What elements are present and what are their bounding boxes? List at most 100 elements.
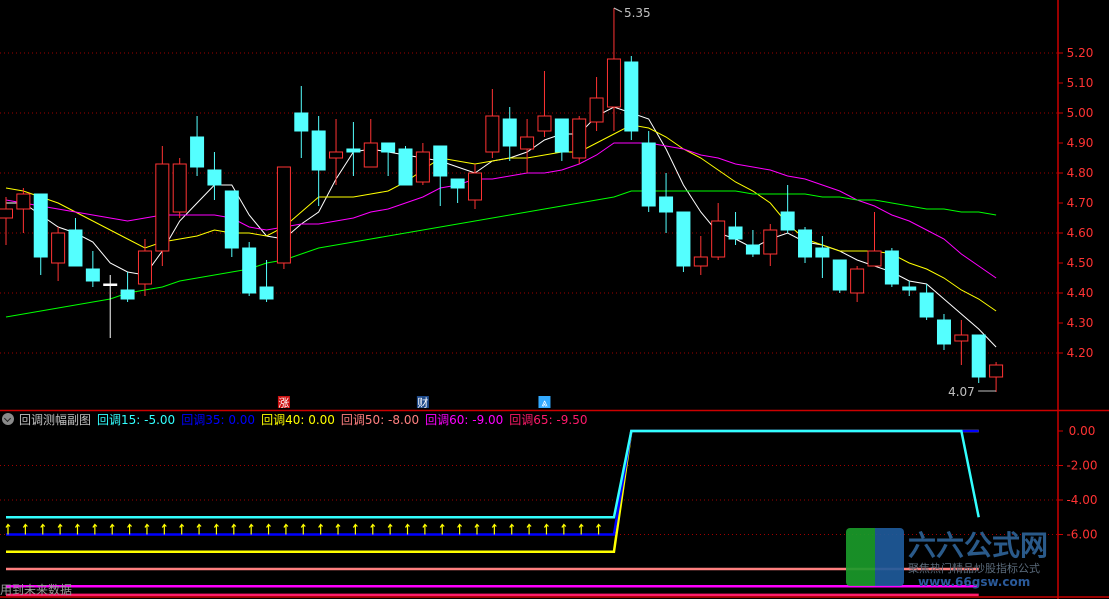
candle-body: [693, 256, 708, 267]
candle-body: [155, 163, 170, 252]
y-tick-label: 4.40: [1067, 286, 1094, 300]
candle-body: [433, 145, 448, 177]
up-arrow-marker-icon: [231, 523, 237, 535]
up-arrow-marker-icon: [300, 523, 306, 535]
up-arrow-marker-icon: [387, 523, 393, 535]
candle-body: [520, 136, 535, 150]
moving-average-line-3: [5, 190, 997, 318]
candle-body: [919, 292, 934, 318]
y-tick-label: 5.20: [1067, 46, 1094, 60]
candle-body: [884, 250, 899, 285]
candle-body: [936, 319, 951, 345]
candle-body: [745, 244, 760, 255]
up-arrow-marker-icon: [491, 523, 497, 535]
y-tick-label: 4.70: [1067, 196, 1094, 210]
candle-body: [971, 334, 986, 378]
candle-body: [815, 247, 830, 258]
logo-slogan: 聚焦热门精品炒股指标公式: [908, 562, 1040, 575]
up-arrow-marker-icon: [543, 523, 549, 535]
future-data-note: 用到未来数据: [0, 583, 73, 597]
sub-chart-header: 回调测幅副图 回调15: -5.00 回调35: 0.00 回调40: 0.00…: [0, 411, 593, 427]
candle-body: [902, 286, 917, 291]
candle-body: [311, 130, 326, 171]
candle-body: [85, 268, 100, 282]
candle-body: [33, 193, 48, 258]
moving-average-line-0: [6, 106, 997, 348]
up-arrow-marker-icon: [144, 523, 150, 535]
candle-body: [850, 268, 865, 294]
y-tick-label: 5.10: [1067, 76, 1094, 90]
candle-body: [676, 211, 691, 267]
y-tick-label: 4.60: [1067, 226, 1094, 240]
up-arrow-marker-icon: [509, 523, 515, 535]
up-arrow-marker-icon: [109, 523, 115, 535]
low-price-label: 4.07: [948, 385, 975, 399]
up-arrow-marker-icon: [561, 523, 567, 535]
candle-body: [659, 196, 674, 213]
up-arrow-marker-icon: [179, 523, 185, 535]
candle-body: [832, 259, 847, 291]
y-tick-label: 4.20: [1067, 346, 1094, 360]
signal-badge: [538, 396, 551, 408]
up-arrow-marker-icon: [474, 523, 480, 535]
candle-body: [537, 115, 552, 132]
up-arrow-marker-icon: [405, 523, 410, 535]
high-pointer: [613, 7, 623, 13]
up-arrow-marker-icon: [318, 523, 324, 535]
candle-body: [276, 166, 291, 264]
up-arrow-marker-icon: [335, 523, 341, 535]
candle-body: [172, 163, 187, 213]
candle-body: [711, 220, 726, 258]
candle-body: [798, 229, 813, 258]
y-tick-label: 4.80: [1067, 166, 1094, 180]
candle-body: [0, 208, 13, 219]
sub-y-tick-label: -2.00: [1066, 459, 1097, 473]
candle-body: [867, 250, 882, 267]
sub-y-tick-label: -6.00: [1066, 528, 1097, 542]
signal-text: ⩓: [541, 397, 548, 410]
legend-hd65: 回调65: -9.50: [509, 412, 588, 427]
candle-body: [16, 193, 31, 210]
up-arrow-marker-icon: [578, 523, 584, 535]
candle-body: [780, 211, 795, 231]
y-tick-label: 4.90: [1067, 136, 1094, 150]
up-arrow-marker-icon: [92, 523, 98, 535]
candle-body: [120, 289, 135, 300]
candle-body: [68, 229, 83, 267]
candle-body: [467, 172, 482, 201]
up-arrow-marker-icon: [422, 523, 428, 535]
legend-hd50: 回调50: -8.00: [340, 412, 420, 427]
candle-body: [485, 115, 500, 153]
candle-body: [572, 118, 587, 159]
y-tick-label: 5.00: [1067, 106, 1094, 120]
up-arrow-marker-icon: [352, 523, 358, 535]
site-logo: 六六公式网 聚焦热门精品炒股指标公式 www.66gsw.com: [846, 528, 1052, 590]
up-arrow-marker-icon: [74, 523, 80, 535]
legend-hd60: 回调60: -9.00: [425, 412, 504, 427]
y-tick-label: 4.50: [1067, 256, 1094, 270]
up-arrow-marker-icon: [57, 523, 63, 535]
up-arrow-marker-icon: [248, 523, 254, 535]
logo-mark-icon: [846, 528, 904, 586]
up-arrow-marker-icon: [370, 523, 376, 535]
candle-body: [103, 283, 118, 286]
sub-series-line-1: [6, 429, 979, 536]
up-arrow-marker-icon: [22, 523, 28, 535]
legend-hd35: 回调35: 0.00: [181, 412, 256, 427]
candle-body: [207, 169, 222, 186]
up-arrow-marker-icon: [196, 523, 202, 535]
high-price-label: 5.35: [624, 6, 651, 20]
logo-url: www.66gsw.com: [918, 575, 1031, 589]
candle-body: [346, 148, 361, 153]
candle-body: [728, 226, 743, 240]
candle-body: [398, 148, 413, 186]
candle-body: [363, 142, 378, 168]
collapse-chevron-icon[interactable]: [2, 413, 14, 425]
sub-y-tick-label: -4.00: [1066, 493, 1097, 507]
sub-y-tick-label: 0.00: [1069, 424, 1096, 438]
candle-body: [989, 364, 1004, 378]
sub-chart-title: 回调测幅副图: [19, 412, 92, 427]
logo-name: 六六公式网: [908, 529, 1049, 562]
candle-body: [415, 151, 430, 183]
